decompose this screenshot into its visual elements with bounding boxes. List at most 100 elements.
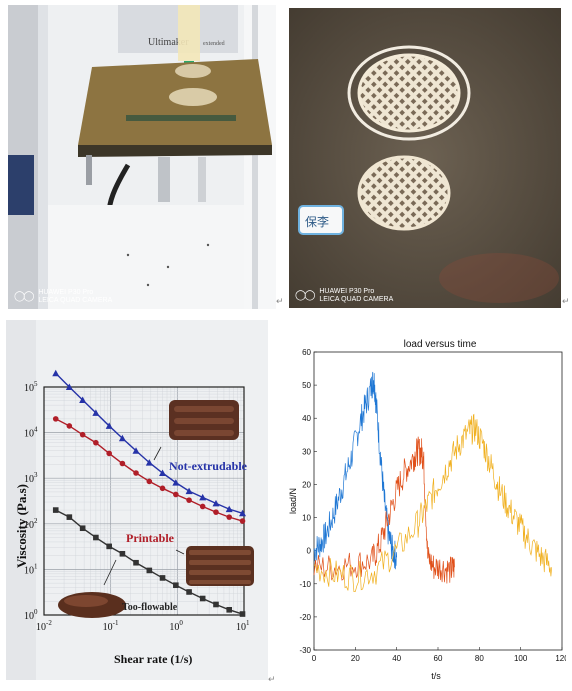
camera-watermark-2: ◯◯ HUAWEI P30 Pro LEICA QUAD CAMERA — [295, 288, 393, 304]
load-chart-title: load versus time — [404, 339, 477, 350]
viscosity-point — [239, 518, 246, 524]
load-x-tick-label: 100 — [514, 654, 528, 663]
viscosity-grid — [43, 386, 245, 616]
printer-brand-text: Ultimaker — [148, 37, 189, 48]
viscosity-point — [145, 459, 153, 466]
load-x-tick-label: 80 — [475, 654, 484, 663]
load-chart-panel: load versus time 020406080100120-30-20-1… — [288, 322, 566, 685]
load-x-tick-label: 60 — [434, 654, 443, 663]
viscosity-point — [133, 470, 139, 476]
load-x-tick-label: 40 — [392, 654, 401, 663]
viscosity-x-axis-label: Shear rate (1/s) — [114, 652, 192, 666]
viscosity-point — [199, 493, 207, 501]
viscosity-point — [159, 575, 166, 581]
samples-photo: 保李 ◯◯ HUAWEI P30 Pro LEICA QUAD CAMERA — [289, 8, 561, 308]
load-y-tick-label: 60 — [302, 348, 311, 357]
viscosity-y-tick-label: 102 — [24, 517, 38, 531]
load-y-axis-label: load/N — [288, 488, 298, 514]
viscosity-y-axis-label: Viscosity (Pa.s) — [14, 484, 29, 568]
load-x-axis-label: t/s — [431, 671, 441, 681]
viscosity-chart-photo: 10-2 10-1 100 101 100 101 102 103 104 105 Not-ext… — [6, 320, 268, 680]
viscosity-point — [79, 431, 86, 438]
viscosity-point — [65, 383, 73, 390]
viscosity-point — [159, 469, 167, 477]
watermark-line-2: LEICA QUAD CAMERA — [38, 297, 113, 304]
viscosity-point — [93, 439, 99, 446]
load-series-line — [313, 436, 455, 584]
samples-photo-illustration: 保李 — [289, 8, 561, 308]
viscosity-point — [52, 369, 60, 377]
viscosity-point — [119, 460, 126, 467]
load-x-tick-label: 120 — [555, 654, 566, 663]
viscosity-point — [106, 450, 112, 457]
printable-label: Printable — [126, 531, 175, 545]
viscosity-y-tick-label: 104 — [24, 426, 38, 440]
viscosity-point — [185, 487, 193, 495]
printable-sample-image — [186, 546, 254, 586]
viscosity-point — [52, 507, 59, 513]
camera-logo-icon-2: ◯◯ — [295, 290, 315, 301]
viscosity-x-tick-label: 100 — [169, 619, 183, 633]
viscosity-point — [52, 416, 59, 422]
camera-watermark: ◯◯ HUAWEI P30 Pro LEICA QUAD CAMERA — [14, 289, 112, 305]
viscosity-point — [226, 607, 233, 613]
viscosity-x-tick-label: 10-2 — [36, 619, 52, 633]
too-flowable-label: Too-flowable — [122, 602, 178, 613]
viscosity-point — [146, 478, 153, 485]
return-mark-2: ↵ — [562, 296, 570, 306]
viscosity-y-tick-label: 100 — [24, 608, 38, 622]
viscosity-point — [239, 611, 246, 617]
viscosity-point — [225, 505, 233, 513]
load-y-tick-label: -10 — [299, 580, 311, 589]
viscosity-point — [132, 447, 140, 454]
viscosity-point — [79, 525, 86, 532]
viscosity-plot-frame — [43, 386, 245, 616]
load-x-tick-label: 20 — [351, 654, 360, 663]
viscosity-point — [173, 491, 179, 498]
viscosity-point — [199, 595, 206, 602]
printer-photo: Ultimaker extended ◯◯ HUAWEI P30 Pro LEI… — [8, 5, 276, 309]
load-x-tick-label: 0 — [312, 654, 317, 663]
not-extrudable-label: Not-extrudable — [169, 459, 248, 473]
viscosity-x-tick-label: 10-1 — [103, 619, 119, 633]
viscosity-point — [213, 509, 219, 515]
camera-logo-icon: ◯◯ — [14, 291, 34, 302]
watermark-line-2: LEICA QUAD CAMERA — [319, 296, 394, 303]
viscosity-point — [226, 514, 233, 520]
load-y-tick-label: 40 — [302, 414, 311, 423]
viscosity-point — [118, 434, 126, 442]
load-y-tick-label: -30 — [299, 646, 311, 655]
viscosity-point — [212, 499, 220, 507]
viscosity-point — [66, 514, 73, 520]
load-y-tick-label: 50 — [302, 381, 311, 390]
load-chart: load versus time 020406080100120-30-20-1… — [288, 322, 566, 685]
load-y-tick-label: 0 — [307, 547, 312, 556]
viscosity-point — [92, 409, 100, 416]
printer-model-text: extended — [203, 41, 225, 47]
viscosity-y-tick-label: 105 — [24, 380, 38, 394]
viscosity-point — [213, 601, 219, 608]
sample-label-sticker: 保李 — [305, 214, 329, 229]
viscosity-point — [199, 503, 206, 510]
load-series-line — [313, 371, 398, 570]
viscosity-point — [186, 589, 192, 595]
viscosity-point — [173, 582, 179, 589]
viscosity-point — [172, 479, 180, 486]
not-extrudable-sample-image — [169, 400, 239, 440]
return-mark-3: ↵ — [268, 674, 276, 684]
watermark-line-1: HUAWEI P30 Pro — [38, 289, 94, 296]
load-y-tick-label: 10 — [302, 514, 311, 523]
viscosity-point — [119, 550, 126, 557]
viscosity-y-tick-label: 101 — [24, 562, 38, 576]
load-y-tick-label: -20 — [299, 613, 311, 622]
viscosity-point — [93, 534, 99, 541]
watermark-line-1: HUAWEI P30 Pro — [319, 288, 375, 295]
load-y-tick-label: 30 — [302, 447, 311, 456]
viscosity-point — [186, 497, 192, 503]
viscosity-point — [66, 423, 73, 429]
viscosity-point — [105, 422, 113, 429]
load-y-tick-label: 20 — [302, 480, 311, 489]
viscosity-x-tick-label: 101 — [236, 619, 250, 633]
viscosity-point — [146, 567, 153, 574]
return-mark: ↵ — [276, 296, 284, 306]
